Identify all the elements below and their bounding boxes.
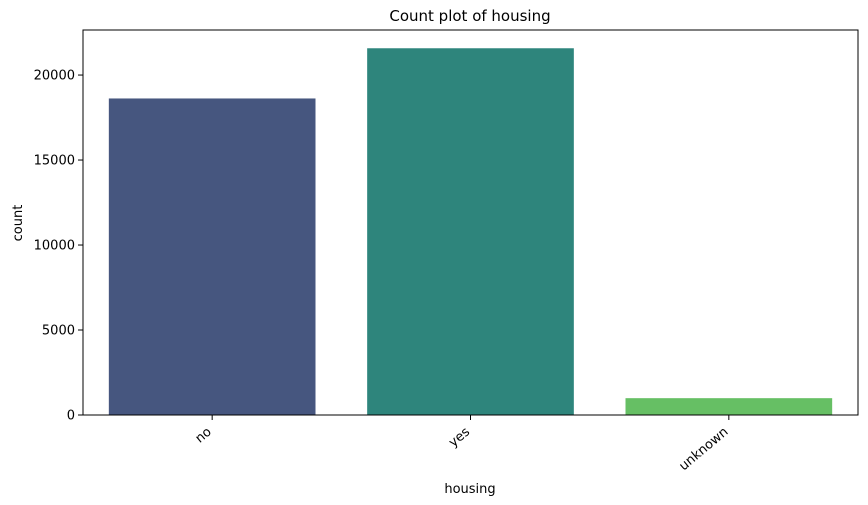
bars bbox=[108, 48, 833, 416]
y-axis: 0 5000 10000 15000 20000 bbox=[34, 69, 83, 424]
bar-yes bbox=[367, 48, 574, 416]
y-axis-label: count bbox=[11, 205, 26, 242]
bar-no bbox=[108, 98, 316, 416]
plot-frame bbox=[82, 29, 859, 416]
y-tick-label: 10000 bbox=[34, 239, 75, 254]
x-axis-label: housing bbox=[444, 482, 495, 497]
y-tick-label: 15000 bbox=[34, 154, 75, 169]
y-tick-label: 0 bbox=[67, 409, 75, 424]
bar-unknown bbox=[625, 398, 833, 415]
y-tick-label: 20000 bbox=[34, 69, 75, 84]
x-tick-label: unknown bbox=[677, 425, 732, 474]
chart-title: Count plot of housing bbox=[389, 7, 550, 25]
y-tick-label: 5000 bbox=[42, 324, 75, 339]
x-axis: no yes unknown bbox=[193, 415, 732, 474]
x-tick-label: no bbox=[193, 425, 215, 447]
x-tick-label: yes bbox=[446, 424, 473, 450]
plot-area: 0 5000 10000 15000 20000 no yes unknown bbox=[34, 29, 859, 474]
